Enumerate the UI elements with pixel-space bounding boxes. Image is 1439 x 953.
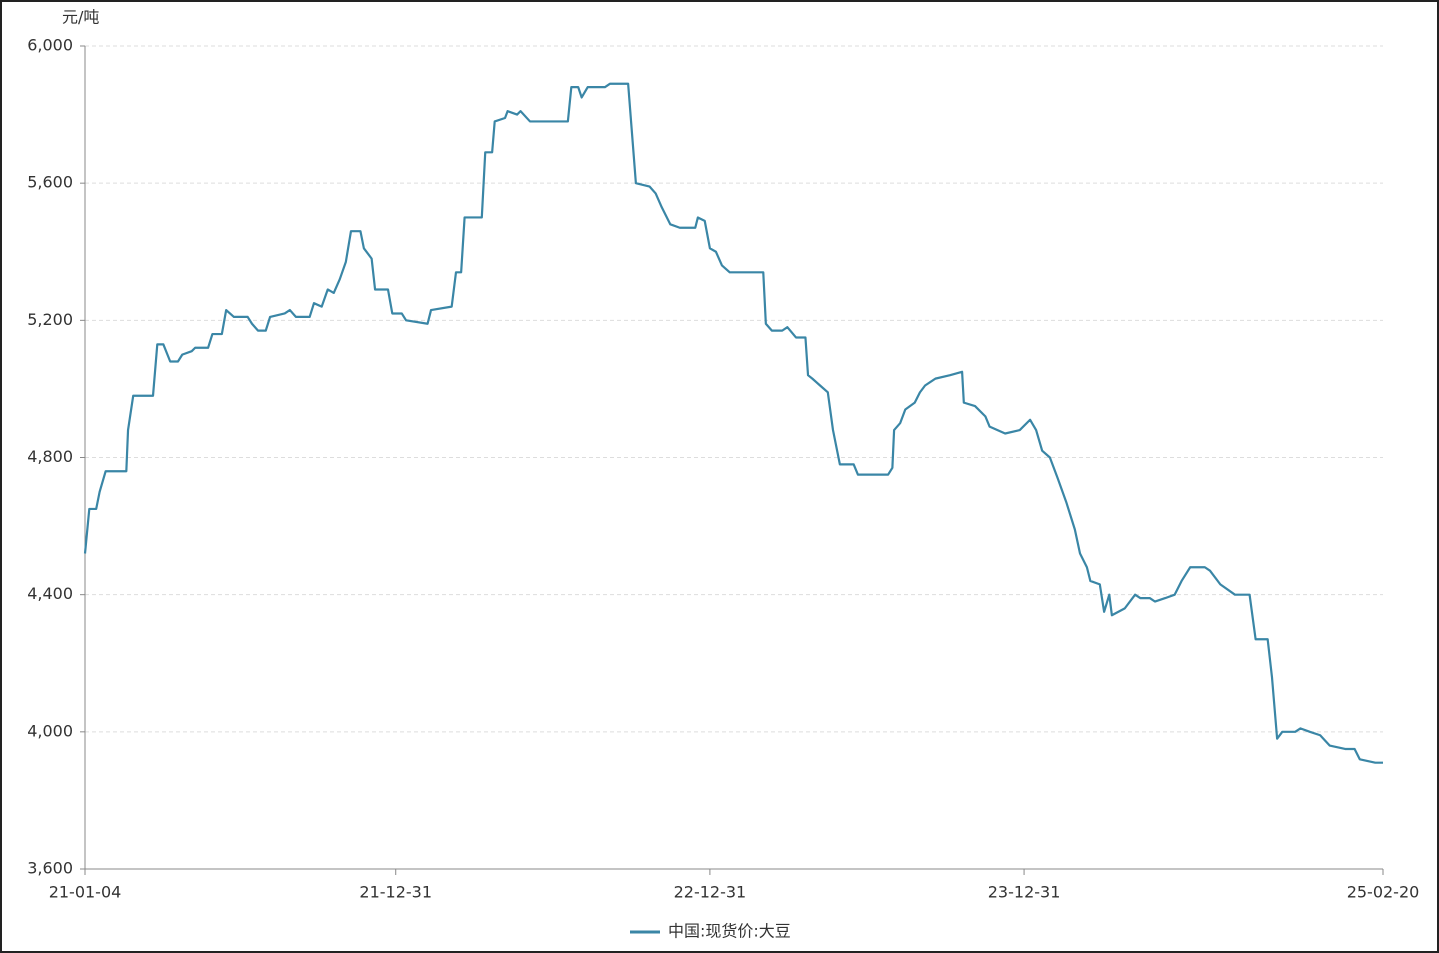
y-tick-label: 4,800 [27,447,73,466]
y-tick-label: 5,200 [27,310,73,329]
y-tick-label: 4,400 [27,584,73,603]
x-tick-label: 21-12-31 [359,883,432,902]
series-line [83,82,1383,764]
y-tick-label: 3,600 [27,859,73,878]
y-tick-label: 6,000 [27,36,73,55]
y-tick-label: 5,600 [27,173,73,192]
x-tick-label: 23-12-31 [988,883,1061,902]
x-tick-label: 21-01-04 [49,883,122,902]
x-tick-label: 22-12-31 [674,883,747,902]
y-axis-unit: 元/吨 [62,8,99,27]
x-tick-label: 25-02-20 [1347,883,1420,902]
y-tick-label: 4,000 [27,721,73,740]
legend-label: 中国:现货价:大豆 [668,922,791,941]
